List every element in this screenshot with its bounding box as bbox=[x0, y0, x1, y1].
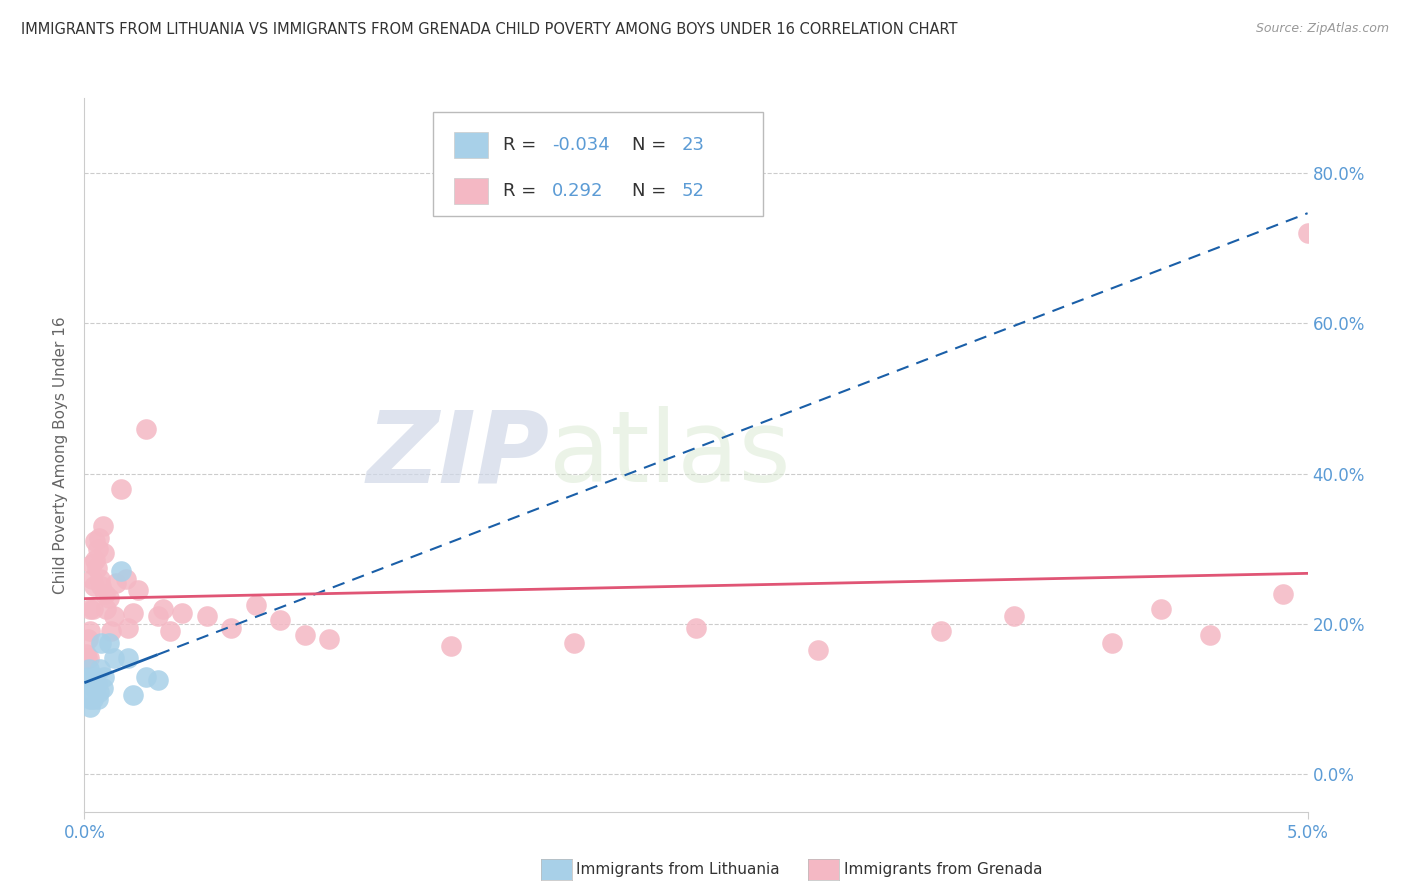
Point bbox=[84, 553, 107, 567]
Text: R =: R = bbox=[503, 136, 541, 153]
Point bbox=[75, 647, 97, 661]
Point bbox=[105, 575, 128, 590]
Point bbox=[127, 583, 149, 598]
Point bbox=[159, 624, 181, 639]
Point bbox=[440, 640, 463, 654]
Point bbox=[83, 534, 105, 549]
Point bbox=[562, 636, 585, 650]
Point bbox=[97, 591, 120, 605]
Point bbox=[110, 565, 132, 579]
Point bbox=[318, 632, 340, 646]
Point bbox=[1150, 602, 1173, 616]
Point bbox=[103, 650, 125, 665]
FancyBboxPatch shape bbox=[433, 112, 763, 216]
Point bbox=[115, 572, 138, 586]
Text: 52: 52 bbox=[682, 182, 704, 200]
Point bbox=[82, 692, 104, 706]
Point bbox=[86, 560, 108, 574]
Point bbox=[103, 609, 125, 624]
Point bbox=[135, 669, 157, 683]
Point bbox=[96, 602, 118, 616]
Point bbox=[93, 669, 115, 683]
Point bbox=[83, 669, 105, 683]
Point bbox=[195, 609, 218, 624]
Text: Immigrants from Lithuania: Immigrants from Lithuania bbox=[576, 863, 780, 877]
Point bbox=[135, 422, 157, 436]
Point bbox=[97, 636, 120, 650]
Point bbox=[83, 579, 105, 593]
Point bbox=[91, 681, 114, 695]
Point bbox=[100, 624, 122, 639]
Point bbox=[77, 632, 100, 646]
Point bbox=[87, 541, 110, 556]
Text: 0.292: 0.292 bbox=[551, 182, 603, 200]
Point bbox=[89, 572, 111, 586]
Text: atlas: atlas bbox=[550, 407, 790, 503]
Point bbox=[1101, 636, 1123, 650]
Point bbox=[269, 613, 291, 627]
Point bbox=[79, 699, 101, 714]
Point bbox=[245, 598, 267, 612]
Y-axis label: Child Poverty Among Boys Under 16: Child Poverty Among Boys Under 16 bbox=[53, 316, 69, 594]
Point bbox=[77, 662, 100, 676]
Point bbox=[82, 602, 104, 616]
Point bbox=[294, 628, 316, 642]
Point bbox=[807, 643, 830, 657]
Text: IMMIGRANTS FROM LITHUANIA VS IMMIGRANTS FROM GRENADA CHILD POVERTY AMONG BOYS UN: IMMIGRANTS FROM LITHUANIA VS IMMIGRANTS … bbox=[21, 22, 957, 37]
Text: N =: N = bbox=[633, 182, 672, 200]
Point bbox=[91, 519, 114, 533]
FancyBboxPatch shape bbox=[454, 178, 488, 204]
Point bbox=[122, 688, 145, 702]
Text: 23: 23 bbox=[682, 136, 704, 153]
Point bbox=[1296, 227, 1319, 241]
Point bbox=[929, 624, 952, 639]
FancyBboxPatch shape bbox=[454, 132, 488, 158]
Point bbox=[77, 669, 100, 683]
Point bbox=[146, 609, 169, 624]
Point bbox=[79, 624, 101, 639]
Point bbox=[84, 681, 107, 695]
Point bbox=[117, 650, 139, 665]
Point bbox=[80, 677, 103, 691]
Point bbox=[93, 545, 115, 559]
Point bbox=[76, 650, 98, 665]
Point bbox=[79, 602, 101, 616]
Text: Immigrants from Grenada: Immigrants from Grenada bbox=[844, 863, 1042, 877]
Text: -0.034: -0.034 bbox=[551, 136, 609, 153]
Text: ZIP: ZIP bbox=[366, 407, 550, 503]
Point bbox=[1002, 609, 1025, 624]
Point bbox=[94, 587, 117, 601]
Point bbox=[82, 557, 104, 571]
Point bbox=[117, 621, 139, 635]
Point bbox=[152, 602, 174, 616]
Point bbox=[90, 579, 112, 593]
Text: N =: N = bbox=[633, 136, 672, 153]
Point bbox=[146, 673, 169, 688]
Point bbox=[80, 572, 103, 586]
Point bbox=[87, 684, 110, 698]
Point bbox=[172, 606, 194, 620]
Point bbox=[86, 677, 108, 691]
Point bbox=[77, 650, 100, 665]
Text: Source: ZipAtlas.com: Source: ZipAtlas.com bbox=[1256, 22, 1389, 36]
Point bbox=[122, 606, 145, 620]
Point bbox=[1272, 587, 1295, 601]
Point bbox=[87, 531, 110, 545]
Point bbox=[90, 636, 112, 650]
Point bbox=[685, 621, 707, 635]
Point bbox=[79, 692, 101, 706]
Point bbox=[87, 692, 110, 706]
Point bbox=[219, 621, 242, 635]
Point bbox=[77, 677, 100, 691]
Point bbox=[89, 662, 111, 676]
Point bbox=[1198, 628, 1220, 642]
Point bbox=[110, 482, 132, 496]
Text: R =: R = bbox=[503, 182, 541, 200]
